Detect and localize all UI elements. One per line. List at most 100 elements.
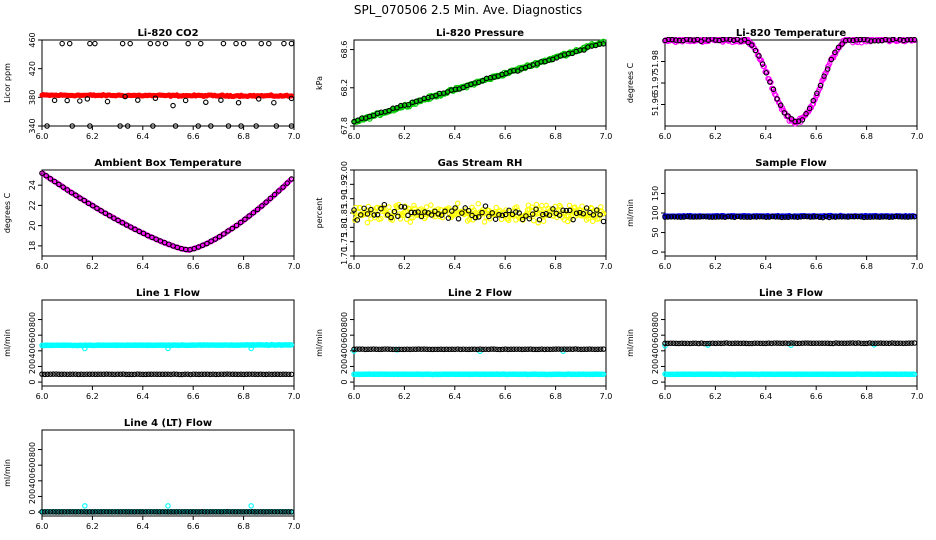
data-point	[897, 340, 904, 346]
points-co2	[39, 40, 295, 129]
data-point	[405, 212, 411, 219]
data-point	[423, 204, 430, 210]
data-point	[395, 204, 401, 211]
data-point	[233, 222, 240, 229]
x-tick-label: 6.4	[448, 262, 461, 271]
data-point	[124, 123, 131, 129]
data-point	[155, 40, 161, 47]
data-point	[725, 213, 731, 220]
data-point	[42, 509, 48, 515]
data-point	[201, 509, 208, 515]
x-tick-label: 6.2	[398, 132, 411, 141]
data-point	[505, 217, 512, 224]
x-tick-label: 6.4	[759, 392, 772, 401]
data-point	[769, 213, 776, 220]
data-point	[432, 346, 439, 353]
data-point	[489, 210, 495, 216]
data-point	[853, 37, 860, 43]
data-point	[804, 213, 810, 220]
data-point	[828, 56, 835, 63]
x-tick-label: 7.0	[600, 392, 613, 401]
data-point	[690, 214, 697, 220]
data-point	[791, 340, 797, 346]
data-point	[64, 371, 70, 378]
data-point	[168, 509, 174, 515]
data-point	[204, 371, 211, 377]
series-line1_cyan_dips	[82, 345, 254, 352]
data-point	[668, 214, 675, 220]
panel-line2: Line 2 Flow ml/min 6.0 6.2 6.4 6.6 6.8 7.0 0 2004…	[315, 288, 612, 401]
data-point	[381, 201, 388, 208]
data-point	[843, 37, 849, 44]
data-point	[103, 371, 110, 377]
panel-rh: Gas Stream RH percent 6.0 6.2 6.4 6.6 6.8 7.0 1.…	[315, 158, 612, 271]
data-point	[259, 203, 265, 209]
data-point	[820, 214, 826, 221]
x-tick-label: 6.0	[36, 522, 49, 531]
y-tick-label: 51.96	[651, 93, 660, 116]
y-tick-label: 400	[28, 343, 37, 358]
data-point	[288, 509, 295, 515]
data-point	[571, 205, 577, 211]
data-point	[516, 346, 523, 352]
data-point	[546, 212, 553, 218]
data-point	[271, 371, 278, 378]
data-point	[78, 509, 84, 515]
data-point	[179, 371, 185, 378]
data-point	[752, 47, 759, 54]
data-point	[791, 214, 798, 220]
data-point	[260, 509, 267, 515]
data-point	[59, 40, 65, 47]
data-point	[179, 509, 185, 515]
y-tick-label: 200	[28, 489, 37, 504]
data-point	[86, 371, 93, 378]
data-point	[122, 93, 128, 100]
data-point	[193, 509, 199, 515]
data-point	[600, 210, 607, 217]
data-point	[486, 213, 492, 220]
data-point	[536, 346, 542, 353]
data-point	[131, 509, 138, 515]
data-point	[274, 371, 281, 378]
data-point	[220, 40, 227, 47]
data-point	[777, 340, 783, 346]
data-point	[100, 509, 107, 515]
data-point	[471, 346, 478, 352]
data-point	[729, 340, 736, 347]
data-point	[246, 213, 252, 219]
data-point	[681, 214, 687, 220]
data-point	[201, 371, 208, 378]
x-tick-label: 6.8	[237, 132, 250, 141]
y-axis-label: ml/min	[3, 329, 12, 357]
data-point	[193, 371, 199, 378]
data-point	[386, 107, 392, 114]
data-point	[263, 371, 269, 378]
data-point	[767, 79, 773, 85]
data-point	[493, 204, 499, 211]
x-tick-label: 7.0	[288, 132, 301, 141]
data-point	[743, 340, 750, 347]
data-point	[662, 340, 668, 347]
data-point	[693, 340, 699, 346]
data-point	[85, 200, 92, 207]
data-point	[810, 340, 817, 347]
data-point	[468, 346, 475, 353]
data-point	[779, 340, 786, 347]
data-point	[508, 346, 514, 353]
data-point	[165, 509, 171, 515]
data-point	[698, 38, 704, 45]
data-point	[580, 211, 586, 217]
y-tick-label: 0	[340, 380, 349, 385]
data-point	[746, 340, 752, 347]
data-point	[475, 200, 482, 207]
y-tick-label: 0	[28, 510, 37, 515]
data-point	[566, 202, 573, 209]
data-point	[807, 214, 814, 220]
y-tick-label: 0	[28, 380, 37, 385]
data-point	[109, 509, 115, 515]
data-point	[540, 211, 546, 218]
data-point	[422, 209, 428, 215]
data-point	[81, 197, 88, 204]
data-point	[123, 371, 129, 378]
data-point	[106, 371, 113, 377]
